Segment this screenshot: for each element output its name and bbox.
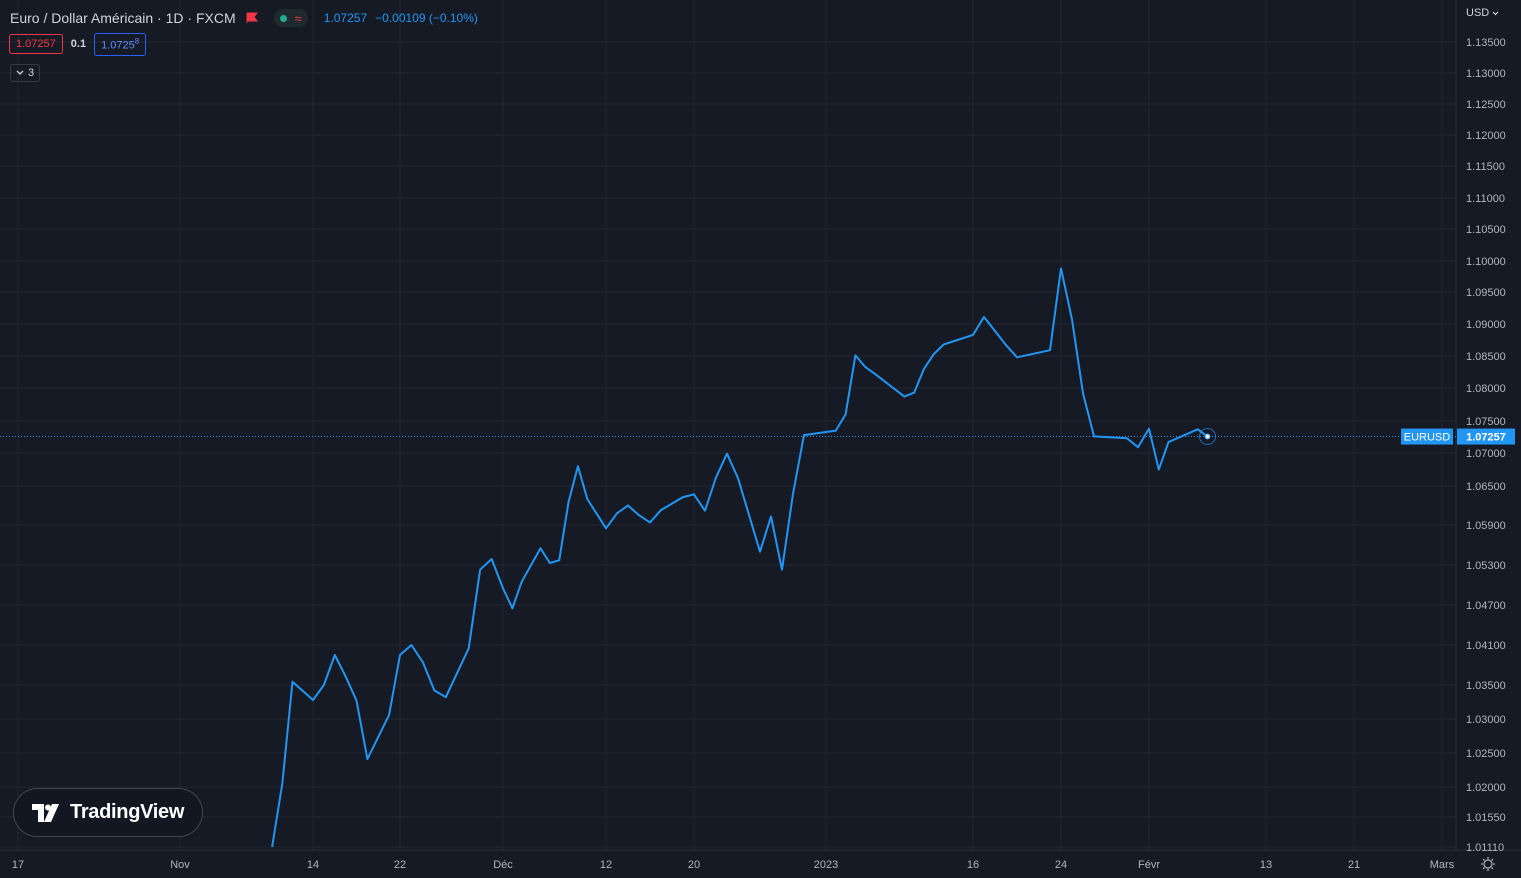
y-tick-label: 1.10000: [1466, 256, 1506, 268]
buy-button[interactable]: 1.07258: [94, 33, 147, 56]
currency-menu[interactable]: USD: [1466, 7, 1499, 19]
chevron-down-icon: [16, 70, 24, 75]
y-tick-label: 1.12000: [1466, 130, 1506, 142]
last-price-marker: [1204, 433, 1211, 440]
y-tick-label: 1.10500: [1466, 224, 1506, 236]
x-tick-label: 16: [967, 859, 979, 871]
y-tick-label: 1.03500: [1466, 680, 1506, 692]
grid-lines: [0, 0, 1456, 850]
y-tick-label: 1.07000: [1466, 448, 1506, 460]
x-tick-label: 14: [307, 859, 319, 871]
header-price: 1.07257: [323, 11, 368, 25]
price-series-line: [271, 267, 1209, 848]
buy-price: 1.0725: [101, 39, 135, 52]
header-change: −0.00109 (−0.10%): [375, 11, 478, 25]
tradingview-logo[interactable]: TradingView: [13, 788, 203, 837]
y-tick-label: 1.07500: [1466, 416, 1506, 428]
y-tick-label: 1.01110: [1466, 842, 1504, 854]
y-tick-label: 1.13000: [1466, 68, 1506, 80]
quote-panel: 1.07257 0.1 1.07258: [9, 33, 147, 56]
currency-label: USD: [1466, 7, 1490, 19]
logo-text: TradingView: [70, 801, 185, 823]
x-tick-label: Déc: [493, 859, 513, 871]
y-tick-label: 1.02000: [1466, 782, 1506, 794]
x-tick-label: 2023: [814, 859, 838, 871]
market-open-icon: [279, 14, 287, 22]
buy-price-super: 8: [134, 37, 140, 46]
y-tick-label: 1.09000: [1466, 319, 1506, 331]
symbol-header: Euro / Dollar Américain · 1D · FXCM ≈ 1.…: [10, 8, 478, 28]
indicators-count: 3: [27, 67, 35, 79]
price-axis: 1.13500 1.13000 1.12500 1.12000 1.11500 1.110…: [1466, 37, 1506, 854]
y-tick-label: 1.13500: [1466, 37, 1506, 49]
tradingview-logo-icon: [32, 803, 59, 822]
y-tick-label: 1.08000: [1466, 383, 1506, 395]
indicators-toggle[interactable]: 3: [10, 64, 40, 82]
y-tick-label: 1.09500: [1466, 287, 1506, 299]
y-tick-label: 1.11500: [1466, 161, 1505, 173]
price-label-box: [1457, 428, 1515, 445]
x-tick-label: 13: [1260, 859, 1272, 871]
x-tick-label: 12: [600, 859, 612, 871]
symbol-label: EURUSD: [1404, 432, 1451, 444]
price-label: 1.07257: [1466, 432, 1506, 444]
x-tick-label: 20: [688, 859, 700, 871]
y-tick-label: 1.04700: [1466, 600, 1506, 612]
y-tick-label: 1.11000: [1466, 193, 1505, 205]
x-tick-label: 22: [394, 859, 406, 871]
wave-icon: ≈: [294, 10, 302, 26]
spread-value: 0.1: [70, 38, 87, 51]
sell-button[interactable]: 1.07257: [9, 34, 63, 55]
settings-icon[interactable]: [1480, 856, 1496, 872]
y-tick-label: 1.03000: [1466, 714, 1506, 726]
symbol-title[interactable]: Euro / Dollar Américain · 1D · FXCM: [10, 10, 236, 26]
x-tick-label: 17: [12, 859, 24, 871]
y-tick-label: 1.12500: [1466, 99, 1506, 111]
symbol-label-box: [1401, 428, 1453, 445]
last-price-line: EURUSD 1.07257: [0, 428, 1515, 446]
y-tick-label: 1.05900: [1466, 520, 1506, 532]
market-status[interactable]: ≈: [273, 9, 308, 27]
y-tick-label: 1.04100: [1466, 640, 1506, 652]
y-tick-label: 1.06500: [1466, 481, 1506, 493]
y-tick-label: 1.05300: [1466, 560, 1506, 572]
y-tick-label: 1.01550: [1466, 812, 1506, 824]
x-tick-label: 21: [1348, 859, 1360, 871]
last-price-halo: [1199, 428, 1216, 446]
y-tick-label: 1.08500: [1466, 351, 1506, 363]
time-axis: 17 Nov 14 22 Déc 12 20 2023 16 24 Févr 13 21 Mars: [12, 859, 1455, 871]
series: [271, 267, 1209, 848]
x-tick-label: Févr: [1138, 859, 1160, 871]
flag-icon[interactable]: [246, 12, 258, 24]
x-tick-label: Mars: [1430, 859, 1455, 871]
x-tick-label: 24: [1055, 859, 1067, 871]
y-tick-label: 1.02500: [1466, 748, 1506, 760]
axis-frame: [0, 0, 1521, 851]
x-tick-label: Nov: [170, 859, 190, 871]
chevron-down-icon: [1492, 11, 1499, 15]
